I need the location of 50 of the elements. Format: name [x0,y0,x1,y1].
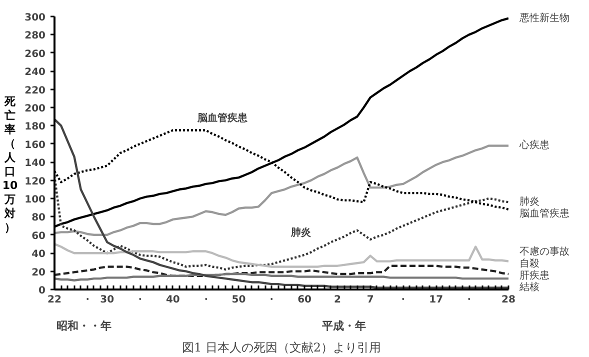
y-tick-label: 160 [24,140,46,151]
y-tick-label: 140 [24,158,46,170]
series-label: 結核 [518,281,540,294]
x-tick-label: 30 [100,294,114,306]
y-tick-label: 120 [24,176,46,188]
y-tick-label: 180 [24,122,46,133]
line-series [54,174,508,271]
y-tick-label: 260 [24,48,46,60]
x-tick-label: 17 [429,294,444,306]
x-tick-label: 2 [334,294,341,306]
line-series [54,272,508,282]
x-tick-label: ・ [398,294,408,306]
x-tick-label: ・ [266,294,277,306]
caption: 図1 日本人の死因（文献2）より引用 [182,340,382,354]
x-tick-label: 7 [366,294,374,306]
series-label: 不慮の事故 [520,246,570,258]
y-tick-label: 80 [32,212,46,224]
x-tick-label: ・ [135,294,146,306]
y-tick-label: 300 [24,12,46,24]
text: 死亡率（人口10万対） [2,95,18,234]
x-axis-title: 昭和・・年 [56,320,112,332]
x-tick-label: ・ [82,294,92,306]
series-label: 心疾患 [518,139,550,152]
annotation: 肺炎 [290,226,312,239]
x-tick-label: 40 [166,294,180,306]
y-tick-label: 60 [32,230,46,242]
y-tick-label: 100 [24,194,46,206]
line-series [54,144,508,236]
x-tick-label: 60 [298,294,312,306]
y-tick-label: 0 [38,286,46,296]
series-label: 悪性新生物 [518,12,570,24]
x-tick-label: 22 [48,294,62,306]
y-tick-label: 40 [32,249,46,260]
y-tick-label: 200 [24,104,46,114]
x-tick-label: ・ [200,294,211,306]
series-label: 自殺 [520,258,540,270]
y-tick-label: 20 [32,267,46,278]
y-tick-label: 280 [24,30,46,42]
annotation: 脳血管疾患 [196,112,248,124]
y-tick-label: 240 [24,67,46,78]
y-tick-label: 220 [24,85,46,96]
line-series [54,242,508,268]
text: 平成・年 [321,320,366,332]
x-tick-label: 50 [232,294,246,306]
series-label: 肺炎 [520,196,540,208]
series-label: 脳血管疾患 [520,207,570,220]
x-tick-label: 28 [502,294,516,306]
series-label: 肝疾患 [520,269,550,282]
line-series [54,264,508,277]
x-tick-label: ・ [464,294,474,306]
